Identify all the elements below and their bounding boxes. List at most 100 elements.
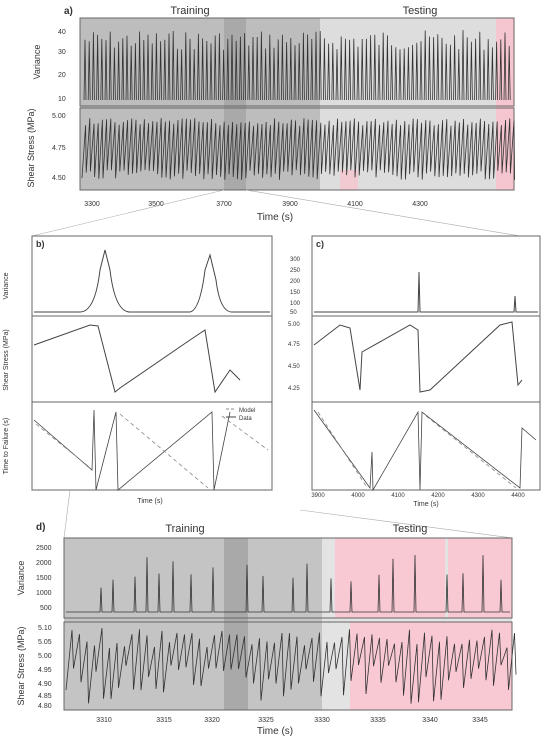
panel-c: c) 300 250 200 150 100 50 5.00 4.75 4.50… [288, 235, 541, 508]
panel-d-ytick-s-2: 5.00 [38, 653, 52, 660]
panel-c-yticks-variance: 300 250 200 150 100 50 [290, 257, 301, 316]
panel-d-xtick-4: 3330 [314, 717, 330, 724]
panel-a-ytick-var-0: 40 [58, 29, 66, 36]
panel-a-ytick-shear-1: 4.75 [52, 145, 66, 152]
panel-b-legend: Model Data [226, 408, 255, 422]
panel-a-xtick-5: 4300 [412, 201, 428, 208]
panel-c-ytick-v-4: 100 [290, 301, 301, 307]
panel-b-label: b) [36, 239, 45, 249]
panel-d-ytick-s-3: 4.95 [38, 667, 52, 674]
panel-a-ylabel-shear: Shear Stress (MPa) [26, 108, 36, 187]
panel-c-xtick-1: 4000 [351, 493, 365, 499]
panel-c-ytick-s-0: 5.00 [288, 322, 300, 328]
panel-d-xtick-7: 3345 [472, 717, 488, 724]
panel-b-ylabel-variance: Variance [3, 272, 10, 299]
panel-c-ttf-data-series [313, 409, 537, 492]
panel-d-highlight-bg [224, 538, 248, 710]
panel-d-ytick-s-5: 4.85 [38, 693, 52, 700]
panel-a-training-label: Training [170, 5, 209, 17]
panel-c-label: c) [316, 239, 324, 249]
panel-d-ytick-s-6: 4.80 [38, 703, 52, 710]
panel-a-xtick-3: 3900 [282, 201, 298, 208]
panel-d-ytick-s-4: 4.90 [38, 681, 52, 688]
panel-d-xtick-0: 3310 [96, 717, 112, 724]
panel-a-pink-patch [340, 170, 358, 190]
panel-c-xticks: 3900 4000 4100 4200 4300 4400 [311, 493, 525, 499]
panel-b-legend-data: Data [239, 416, 252, 422]
panel-d-label: d) [36, 522, 45, 533]
panel-d-top-frame [63, 537, 513, 619]
panel-d: d) Training Testing 2500 2000 1500 1000 … [16, 522, 517, 736]
panel-d-ylabel-shear: Shear Stress (MPa) [16, 626, 26, 705]
panel-d-ytick-v-2: 1500 [36, 575, 52, 582]
panel-c-variance-series [314, 271, 538, 313]
panel-d-ytick-s-1: 5.05 [38, 639, 52, 646]
panel-a-xtick-4: 4100 [347, 201, 363, 208]
panel-d-xlabel: Time (s) [257, 726, 293, 736]
panel-c-xlabel: Time (s) [413, 501, 438, 508]
panel-b-legend-model: Model [239, 408, 255, 414]
zoom-connector-d-right [299, 509, 513, 539]
panel-d-ytick-v-1: 2000 [36, 560, 52, 567]
panel-c-shear-series [313, 321, 523, 393]
panel-a-xtick-1: 3500 [148, 201, 164, 208]
panel-a-ylabel-variance: Variance [32, 45, 42, 80]
panel-d-xtick-2: 3320 [204, 717, 220, 724]
panel-d-ylabel-variance: Variance [16, 561, 26, 596]
panel-a-ytick-var-1: 30 [58, 49, 66, 56]
panel-c-ytick-s-3: 4.25 [288, 386, 300, 392]
panel-d-ytick-v-3: 1000 [36, 590, 52, 597]
panel-c-ytick-v-5: 50 [290, 310, 297, 316]
panel-a-ytick-var-2: 20 [58, 72, 66, 79]
panel-c-xtick-5: 4400 [511, 493, 525, 499]
panel-c-xtick-4: 4300 [471, 493, 485, 499]
panel-d-variance-series [66, 554, 510, 613]
panel-c-ytick-s-2: 4.50 [288, 364, 300, 370]
panel-d-testing-accent-top [335, 538, 445, 618]
panel-c-xtick-2: 4100 [391, 493, 405, 499]
panel-b-xlabel: Time (s) [137, 498, 162, 505]
panel-d-bottom-frame [63, 621, 513, 711]
panel-a-xtick-2: 3700 [216, 201, 232, 208]
panel-d-xtick-1: 3315 [156, 717, 172, 724]
panel-d-xticks: 3310 3315 3320 3325 3330 3335 3340 3345 [96, 717, 488, 724]
panel-a-top-frame [79, 17, 515, 107]
zoom-connector-d-left [63, 489, 71, 539]
panel-c-ytick-s-1: 4.75 [288, 342, 300, 348]
panel-a-xlabel: Time (s) [257, 212, 293, 223]
panel-d-shear-series [65, 628, 517, 704]
panel-a-xticks: 3300 3500 3700 3900 4100 4300 [84, 201, 428, 208]
panel-c-yticks-shear: 5.00 4.75 4.50 4.25 [288, 322, 300, 392]
panel-a-xtick-0: 3300 [84, 201, 100, 208]
panel-c-ttf-model-series [317, 411, 517, 489]
panel-d-training-label: Training [165, 523, 204, 535]
panel-c-xtick-3: 4200 [431, 493, 445, 499]
panel-b-ylabel-ttf: Time to Failure (s) [3, 418, 10, 475]
panel-d-testing-accent-bottom [350, 622, 512, 710]
panel-d-yticks-variance: 2500 2000 1500 1000 500 [36, 545, 52, 612]
panel-c-ytick-v-3: 150 [290, 290, 301, 296]
panel-d-ytick-v-0: 2500 [36, 545, 52, 552]
panel-a-variance-series [83, 30, 511, 101]
zoom-connector-left [31, 189, 225, 237]
panel-d-xtick-5: 3335 [370, 717, 386, 724]
panel-c-ytick-v-1: 250 [290, 268, 301, 274]
panel-d-testing-accent-top2 [448, 538, 512, 618]
panel-c-frame [311, 235, 541, 491]
panel-a: a) Training Testing 40 30 20 10 5.00 4.7… [26, 5, 515, 223]
panel-b: b) Model Data Variance Shear Stress (MPa… [3, 235, 273, 505]
panel-d-testing-label: Testing [393, 523, 428, 535]
panel-b-shear-series [33, 324, 241, 394]
panel-a-label: a) [64, 6, 73, 17]
panel-d-ytick-s-0: 5.10 [38, 625, 52, 632]
panel-d-xtick-6: 3340 [422, 717, 438, 724]
panel-b-ylabel-shear: Shear Stress (MPa) [3, 329, 10, 390]
panel-c-ytick-v-2: 200 [290, 279, 301, 285]
panel-c-xtick-0: 3900 [311, 493, 325, 499]
panel-a-shear-series [81, 118, 515, 180]
panel-b-frame [31, 235, 273, 491]
panel-b-variance-series [34, 249, 270, 313]
panel-d-xtick-3: 3325 [258, 717, 274, 724]
panel-a-ytick-shear-0: 5.00 [52, 113, 66, 120]
